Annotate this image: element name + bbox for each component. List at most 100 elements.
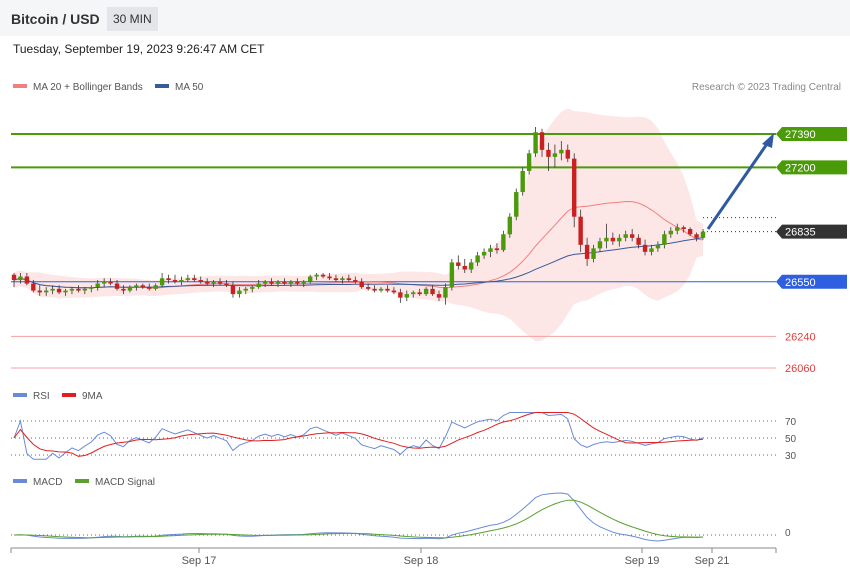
macd-signal-legend-swatch bbox=[75, 479, 89, 483]
ma50-legend-swatch bbox=[155, 84, 169, 88]
candle-body bbox=[584, 244, 590, 259]
candle-body bbox=[333, 278, 339, 281]
level-label-27200: 27200 bbox=[785, 162, 816, 174]
candle-body bbox=[591, 248, 596, 259]
candle-body bbox=[411, 292, 416, 295]
candle-body bbox=[610, 237, 616, 242]
candle-body bbox=[82, 288, 88, 291]
candle-body bbox=[604, 237, 609, 242]
candle-body bbox=[481, 251, 487, 256]
candle-body bbox=[37, 290, 42, 293]
candle-body bbox=[230, 285, 236, 295]
candle-body bbox=[552, 153, 558, 157]
candle-body bbox=[597, 241, 603, 249]
candle-body bbox=[501, 234, 506, 251]
candle-body bbox=[43, 290, 49, 293]
level-label-26060: 26060 bbox=[785, 363, 816, 375]
candle-body bbox=[488, 248, 493, 252]
candle-body bbox=[256, 283, 261, 288]
level-label-26240: 26240 bbox=[785, 331, 816, 343]
instrument-title: Bitcoin / USD bbox=[11, 11, 100, 27]
candle-body bbox=[217, 281, 223, 284]
level-tag-26550 bbox=[776, 274, 847, 289]
level-tag-27390 bbox=[776, 127, 847, 141]
candle-body bbox=[76, 288, 81, 291]
candle-body bbox=[166, 278, 171, 281]
candle-body bbox=[391, 290, 397, 293]
candle-body bbox=[700, 231, 706, 238]
level-label-26550: 26550 bbox=[785, 277, 816, 289]
forecast-arrow-head bbox=[762, 133, 774, 148]
candle-body bbox=[694, 234, 699, 238]
candle-body bbox=[95, 283, 100, 288]
candle-body bbox=[520, 170, 525, 193]
candle-body bbox=[417, 292, 422, 295]
candle-body bbox=[636, 237, 641, 245]
candle-body bbox=[211, 281, 216, 284]
candle-body bbox=[359, 281, 364, 288]
candle-body bbox=[31, 283, 36, 291]
candle-body bbox=[224, 283, 229, 286]
candle-body bbox=[108, 281, 113, 284]
candle-body bbox=[662, 234, 667, 245]
ma50-legend-label: MA 50 bbox=[175, 82, 204, 93]
candle-body bbox=[681, 227, 686, 230]
candle-body bbox=[572, 158, 577, 217]
candle-body bbox=[346, 278, 352, 281]
level-label-27390: 27390 bbox=[785, 129, 816, 141]
candle-body bbox=[507, 216, 513, 235]
candle-body bbox=[179, 280, 184, 282]
candle-body bbox=[436, 294, 442, 298]
candle-body bbox=[11, 274, 17, 281]
level-tag-26835 bbox=[776, 224, 847, 239]
x-tick-label: Sep 19 bbox=[625, 555, 660, 567]
forecast-arrow-shaft bbox=[706, 140, 771, 230]
candle-body bbox=[385, 288, 390, 291]
candle-body bbox=[18, 276, 23, 281]
candle-body bbox=[295, 281, 300, 284]
x-tick-label: Sep 18 bbox=[404, 555, 439, 567]
candle-body bbox=[514, 192, 519, 217]
candle-body bbox=[430, 288, 435, 295]
candle-body bbox=[153, 285, 158, 289]
candle-body bbox=[372, 288, 377, 291]
candle-body bbox=[675, 227, 680, 231]
candle-body bbox=[468, 262, 474, 270]
macd-zero-label: 0 bbox=[785, 528, 791, 539]
macd-panel: 0 bbox=[11, 492, 791, 542]
candle-body bbox=[243, 288, 249, 291]
ma20-legend-swatch bbox=[13, 84, 27, 88]
candle-body bbox=[237, 290, 242, 295]
candle-body bbox=[539, 132, 545, 150]
macd-legend-swatch bbox=[13, 479, 27, 483]
x-axis: Sep 17 Sep 18 Sep 19 Sep 21 bbox=[10, 548, 777, 567]
candle-body bbox=[24, 276, 30, 284]
candle-body bbox=[185, 278, 191, 281]
candle-body bbox=[198, 280, 203, 282]
candle-body bbox=[89, 287, 94, 289]
ma20-legend-label: MA 20 + Bollinger Bands bbox=[33, 82, 143, 93]
candle-body bbox=[114, 283, 120, 289]
bollinger-band bbox=[14, 108, 703, 342]
candle-body bbox=[443, 287, 448, 298]
candle-body bbox=[134, 285, 139, 288]
chart-header: Bitcoin / USD 30 MIN bbox=[0, 0, 850, 36]
timeframe-badge[interactable]: 30 MIN bbox=[107, 7, 158, 31]
candle-body bbox=[172, 280, 178, 282]
candle-body bbox=[617, 237, 622, 242]
candle-body bbox=[269, 281, 274, 284]
candle-body bbox=[69, 288, 75, 291]
rsi-line bbox=[13, 412, 704, 460]
candle-body bbox=[353, 280, 358, 282]
macd-signal-legend-label: MACD Signal bbox=[95, 477, 155, 488]
bollinger-band-area bbox=[14, 108, 703, 342]
candle-body bbox=[301, 281, 306, 284]
candle-body bbox=[623, 234, 628, 238]
candle-body bbox=[559, 149, 564, 154]
candle-body bbox=[50, 288, 55, 291]
chart-datetime: Tuesday, September 19, 2023 9:26:47 AM C… bbox=[13, 42, 265, 56]
candle-body bbox=[140, 285, 145, 288]
candlesticks bbox=[11, 126, 706, 305]
